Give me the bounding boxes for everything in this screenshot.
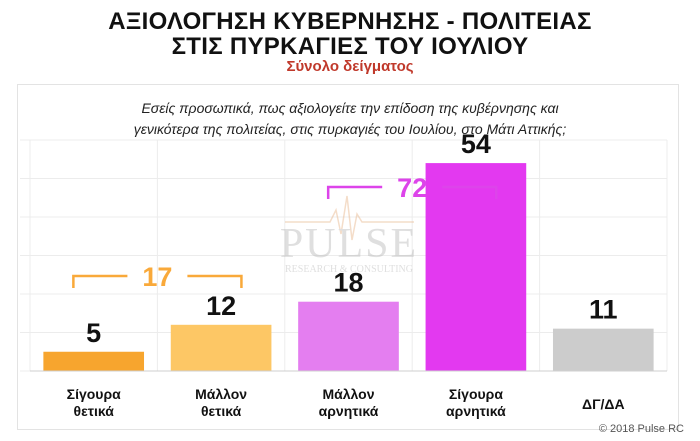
chart-title: ΑΞΙΟΛΟΓΗΣΗ ΚΥΒΕΡΝΗΣΗΣ - ΠΟΛΙΤΕΙΑΣ ΣΤΙΣ Π… <box>0 9 700 59</box>
category-label: θετικά <box>74 403 115 419</box>
title-line-2: ΣΤΙΣ ΠΥΡΚΑΓΙΕΣ ΤΟΥ ΙΟΥΛΙΟΥ <box>171 33 529 60</box>
title-line-1: ΑΞΙΟΛΟΓΗΣΗ ΚΥΒΕΡΝΗΣΗΣ - ΠΟΛΙΤΕΙΑΣ <box>108 8 592 35</box>
bar-value-label: 54 <box>461 129 491 159</box>
question-line-2: γενικότερα της πολιτείας, στις πυρκαγιές… <box>133 121 567 137</box>
category-label: ΔΓ/ΔΑ <box>582 396 625 412</box>
category-label: Μάλλον <box>322 386 374 402</box>
bar <box>170 324 272 371</box>
group-bracket <box>326 185 498 199</box>
bar <box>43 351 145 371</box>
category-label: Σίγουρα <box>67 386 121 402</box>
group-bracket <box>72 274 243 288</box>
question-line-1: Εσείς προσωπικά, πως αξιολογείτε την επί… <box>141 100 559 116</box>
bar-value-label: 12 <box>206 291 236 321</box>
survey-question: Εσείς προσωπικά, πως αξιολογείτε την επί… <box>0 98 700 140</box>
watermark-name: PULSE <box>280 221 418 267</box>
bar-value-label: 18 <box>333 268 363 298</box>
pulse-watermark: PULSE RESEARCH & CONSULTING <box>280 195 418 275</box>
chart-panel <box>17 84 679 430</box>
bars: 5Σίγουραθετικά12Μάλλονθετικά18Μάλλοναρνη… <box>43 129 654 419</box>
category-label: Μάλλον <box>195 386 247 402</box>
category-label: θετικά <box>201 403 242 419</box>
category-label: Σίγουρα <box>449 386 503 402</box>
group-total-label: 17 <box>142 262 172 292</box>
copyright-footer: © 2018 Pulse RC <box>598 423 684 435</box>
bar <box>552 328 654 371</box>
group-total-label: 72 <box>397 173 427 203</box>
chart-subtitle: Σύνολο δείγματος <box>286 58 414 75</box>
bar-value-label: 11 <box>589 295 618 325</box>
bar-value-label: 5 <box>86 318 101 348</box>
category-label: αρνητικά <box>446 403 506 419</box>
category-label: αρνητικά <box>319 403 379 419</box>
watermark-pulse-line <box>285 195 414 241</box>
bar <box>298 301 399 371</box>
bar <box>425 163 527 371</box>
watermark-tagline: RESEARCH & CONSULTING <box>285 264 413 275</box>
